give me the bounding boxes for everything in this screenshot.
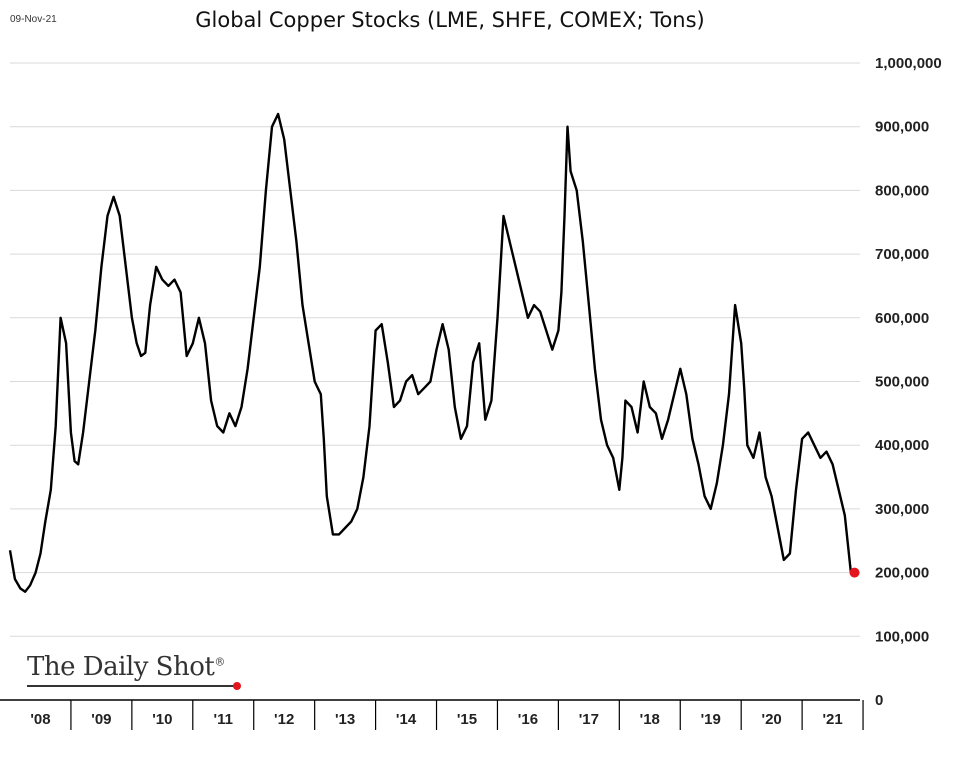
x-tick-label: '17 (579, 711, 599, 728)
logo-text: The Daily Shot (27, 652, 215, 682)
end-point-marker (849, 567, 860, 578)
registered-mark: ® (214, 655, 225, 669)
x-tick-label: '14 (396, 711, 417, 728)
x-tick-label: '08 (30, 711, 50, 728)
y-tick-label: 800,000 (875, 182, 929, 199)
x-tick-label: '12 (274, 711, 294, 728)
y-tick-label: 0 (875, 692, 883, 709)
logo-dot (233, 682, 241, 690)
y-tick-label: 300,000 (875, 501, 929, 518)
y-tick-label: 700,000 (875, 246, 929, 263)
x-axis-ticks: '08 '09 '10 '11 '12 '13 '14 '15 '16 '17 '18 '19 '20 '… (30, 711, 842, 728)
y-axis-ticks: 0 100,000 200,000 300,000 400,000 500,000 600,… (875, 55, 942, 709)
y-tick-label: 200,000 (875, 565, 929, 582)
x-tick-label: '10 (152, 711, 172, 728)
x-tick-label: '09 (91, 711, 111, 728)
y-tick-label: 500,000 (875, 374, 929, 391)
date-stamp: 09-Nov-21 (10, 14, 57, 25)
x-tick-label: '21 (822, 711, 842, 728)
x-tick-label: '13 (335, 711, 355, 728)
daily-shot-logo: The Daily Shot® (27, 652, 225, 682)
x-tick-label: '19 (701, 711, 721, 728)
x-tick-label: '18 (640, 711, 660, 728)
x-tick-label: '15 (457, 711, 477, 728)
y-tick-label: 600,000 (875, 310, 929, 327)
x-tick-label: '20 (762, 711, 782, 728)
x-tick-label: '11 (214, 711, 233, 728)
logo-underline (27, 685, 237, 687)
y-tick-label: 400,000 (875, 437, 929, 454)
grid-lines (10, 62, 860, 637)
chart-title: Global Copper Stocks (LME, SHFE, COMEX; … (195, 8, 705, 32)
series-line (8, 112, 855, 593)
x-axis (0, 699, 864, 730)
x-tick-label: '16 (518, 711, 538, 728)
y-tick-label: 1,000,000 (875, 55, 942, 72)
y-tick-label: 100,000 (875, 628, 929, 645)
y-tick-label: 900,000 (875, 119, 929, 136)
